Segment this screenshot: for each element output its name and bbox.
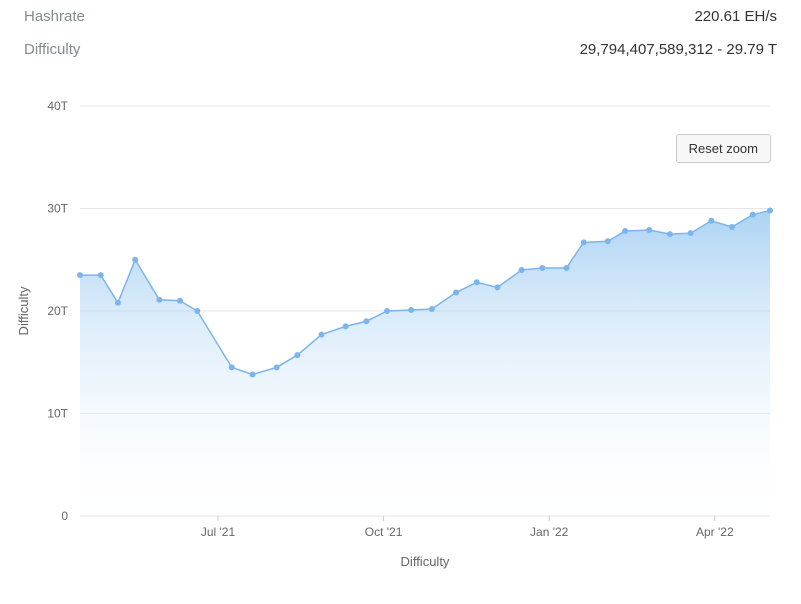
difficulty-formatted: 29.79 T [726, 41, 777, 58]
svg-text:Jul '21: Jul '21 [201, 525, 236, 539]
hashrate-value: 220.61 EH/s [694, 8, 777, 25]
difficulty-chart: Reset zoom 0 10T 20T 30T 40T Jul '21 Oct '21 Ja… [10, 86, 791, 586]
svg-text:10T: 10T [47, 407, 68, 421]
svg-text:40T: 40T [47, 99, 68, 113]
difficulty-value: 29,794,407,589,312 - 29.79 T [580, 41, 777, 58]
svg-text:Jan '22: Jan '22 [530, 525, 569, 539]
svg-text:Difficulty: Difficulty [401, 554, 450, 569]
svg-text:Oct '21: Oct '21 [365, 525, 403, 539]
difficulty-raw: 29,794,407,589,312 [580, 41, 713, 58]
svg-text:Difficulty: Difficulty [16, 286, 31, 335]
svg-text:20T: 20T [47, 304, 68, 318]
svg-text:30T: 30T [47, 202, 68, 216]
hashrate-label: Hashrate [24, 8, 85, 25]
difficulty-sep: - [717, 41, 726, 58]
difficulty-label: Difficulty [24, 41, 80, 58]
svg-text:Apr '22: Apr '22 [696, 525, 734, 539]
chart-svg[interactable]: 0 10T 20T 30T 40T Jul '21 Oct '21 Jan '22 Apr '2… [10, 86, 790, 586]
svg-text:0: 0 [61, 509, 68, 523]
reset-zoom-button[interactable]: Reset zoom [676, 134, 771, 163]
